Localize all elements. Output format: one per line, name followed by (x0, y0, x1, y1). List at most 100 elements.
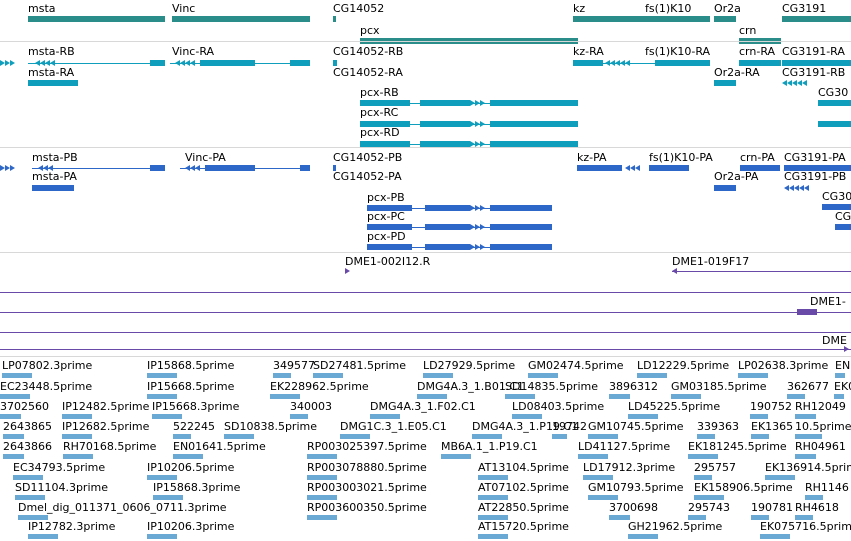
feature-bar[interactable] (577, 165, 622, 171)
est-bar[interactable] (290, 414, 308, 419)
protein-label[interactable]: Or2a-PA (714, 170, 759, 183)
feature-bar[interactable] (360, 100, 410, 106)
protein-label[interactable]: CG30 (822, 190, 851, 203)
feature-bar[interactable] (818, 100, 851, 106)
est-label[interactable]: 340003 (290, 400, 332, 413)
est-label[interactable]: EK075716.5prime (760, 520, 851, 533)
gene-label[interactable]: crn (739, 24, 757, 37)
est-bar[interactable] (609, 394, 630, 399)
feature-bar[interactable] (425, 224, 470, 230)
est-label[interactable]: 349577 (273, 359, 315, 372)
gene-label[interactable]: msta (28, 2, 56, 15)
protein-label[interactable]: Vinc-PA (185, 151, 226, 164)
est-bar[interactable] (478, 515, 508, 520)
est-label[interactable]: RH12049 (795, 400, 846, 413)
est-label[interactable]: GM02474.5prime (528, 359, 624, 372)
est-label[interactable]: GM10793.5prime (588, 481, 684, 494)
feature-bar[interactable] (714, 185, 736, 191)
feature-bar[interactable] (150, 60, 165, 66)
gene-bar-or2a[interactable] (714, 16, 736, 22)
est-label[interactable]: IP15668.3prime (152, 400, 240, 413)
est-label[interactable]: SD27481.5prime (313, 359, 406, 372)
est-label[interactable]: IP15868.3prime (153, 481, 241, 494)
est-label[interactable]: DMG4A.3_1.P19.C1 (472, 420, 579, 433)
est-bar[interactable] (688, 454, 718, 459)
est-label[interactable]: 295757 (694, 461, 736, 474)
gene-bar-vinc[interactable] (172, 16, 310, 22)
est-bar[interactable] (805, 495, 823, 500)
est-bar[interactable] (528, 373, 558, 378)
est-bar[interactable] (147, 394, 177, 399)
est-bar[interactable] (3, 454, 24, 459)
est-bar[interactable] (307, 475, 337, 480)
est-label[interactable]: GH21962.5prime (628, 520, 723, 533)
est-label[interactable]: 362677 (787, 380, 829, 393)
protein-label[interactable]: pcx-PC (367, 210, 405, 223)
est-bar[interactable] (694, 495, 724, 500)
feature-bar[interactable] (425, 244, 470, 250)
gene-label[interactable]: CG14052 (333, 2, 385, 15)
est-label[interactable]: 3702560 (0, 400, 49, 413)
est-label[interactable]: LD41127.5prime (578, 440, 671, 453)
est-bar[interactable] (313, 373, 343, 378)
gene-label[interactable]: pcx (360, 24, 380, 37)
est-bar[interactable] (760, 534, 790, 539)
est-label[interactable]: GM10745.5prime (588, 420, 684, 433)
transcript-label[interactable]: pcx-RD (360, 126, 400, 139)
est-label[interactable]: RH1146 (805, 481, 849, 494)
transcript-label[interactable]: pcx-RB (360, 86, 399, 99)
est-bar[interactable] (173, 434, 191, 439)
feature-bar[interactable] (835, 224, 851, 230)
feature-bar[interactable] (32, 185, 74, 191)
est-bar[interactable] (423, 373, 453, 378)
transcript-label[interactable]: Or2a-RA (714, 66, 760, 79)
est-label[interactable]: LP07802.3prime (2, 359, 93, 372)
feature-bar[interactable] (782, 60, 851, 66)
transcript-label[interactable]: CG3191-RA (782, 45, 845, 58)
feature-bar[interactable] (490, 100, 578, 106)
feature-bar[interactable] (420, 121, 470, 127)
est-bar[interactable] (478, 495, 508, 500)
est-label[interactable]: 190781 (751, 501, 793, 514)
est-label[interactable]: 10.5prime (795, 420, 851, 433)
est-label[interactable]: RH04961 (795, 440, 846, 453)
est-bar[interactable] (307, 495, 337, 500)
est-bar[interactable] (173, 454, 203, 459)
est-bar[interactable] (694, 475, 712, 480)
est-label[interactable]: DMG1C.3_1.E05.C1 (340, 420, 447, 433)
protein-label[interactable]: pcx-PB (367, 191, 405, 204)
feature-bar[interactable] (367, 224, 412, 230)
est-bar[interactable] (588, 434, 618, 439)
feature-bar[interactable] (490, 121, 578, 127)
gene-bar-msta[interactable] (28, 16, 165, 22)
est-bar[interactable] (270, 394, 300, 399)
est-label[interactable]: 2643866 (3, 440, 52, 453)
protein-label[interactable]: kz-PA (577, 151, 607, 164)
transcript-label[interactable]: pcx-RC (360, 106, 399, 119)
feature-bar[interactable] (490, 244, 552, 250)
est-label[interactable]: RP003600350.5prime (307, 501, 427, 514)
est-bar[interactable] (512, 414, 542, 419)
feature-bar[interactable] (290, 60, 310, 66)
est-bar[interactable] (795, 434, 822, 439)
est-bar[interactable] (588, 495, 618, 500)
est-bar[interactable] (583, 475, 613, 480)
est-bar[interactable] (147, 534, 177, 539)
est-label[interactable]: EC23448.5prime (0, 380, 93, 393)
est-bar[interactable] (697, 434, 715, 439)
est-label[interactable]: LD08403.5prime (512, 400, 605, 413)
est-bar[interactable] (738, 373, 768, 378)
est-label[interactable]: GM03185.5prime (671, 380, 767, 393)
est-label[interactable]: MB6A.1_1.P19.C1 (441, 440, 538, 453)
est-bar[interactable] (0, 394, 30, 399)
est-bar[interactable] (750, 414, 768, 419)
est-label[interactable]: LD27929.5prime (423, 359, 516, 372)
transcript-label[interactable]: Vinc-RA (172, 45, 215, 58)
est-bar[interactable] (552, 434, 567, 439)
est-label[interactable]: 190752 (750, 400, 792, 413)
transcript-label[interactable]: CG3191-RB (782, 66, 846, 79)
est-bar[interactable] (795, 454, 816, 459)
feature-bar[interactable] (367, 244, 412, 250)
est-label[interactable]: EK158906.5prime (694, 481, 793, 494)
est-label[interactable]: AT07102.5prime (478, 481, 569, 494)
